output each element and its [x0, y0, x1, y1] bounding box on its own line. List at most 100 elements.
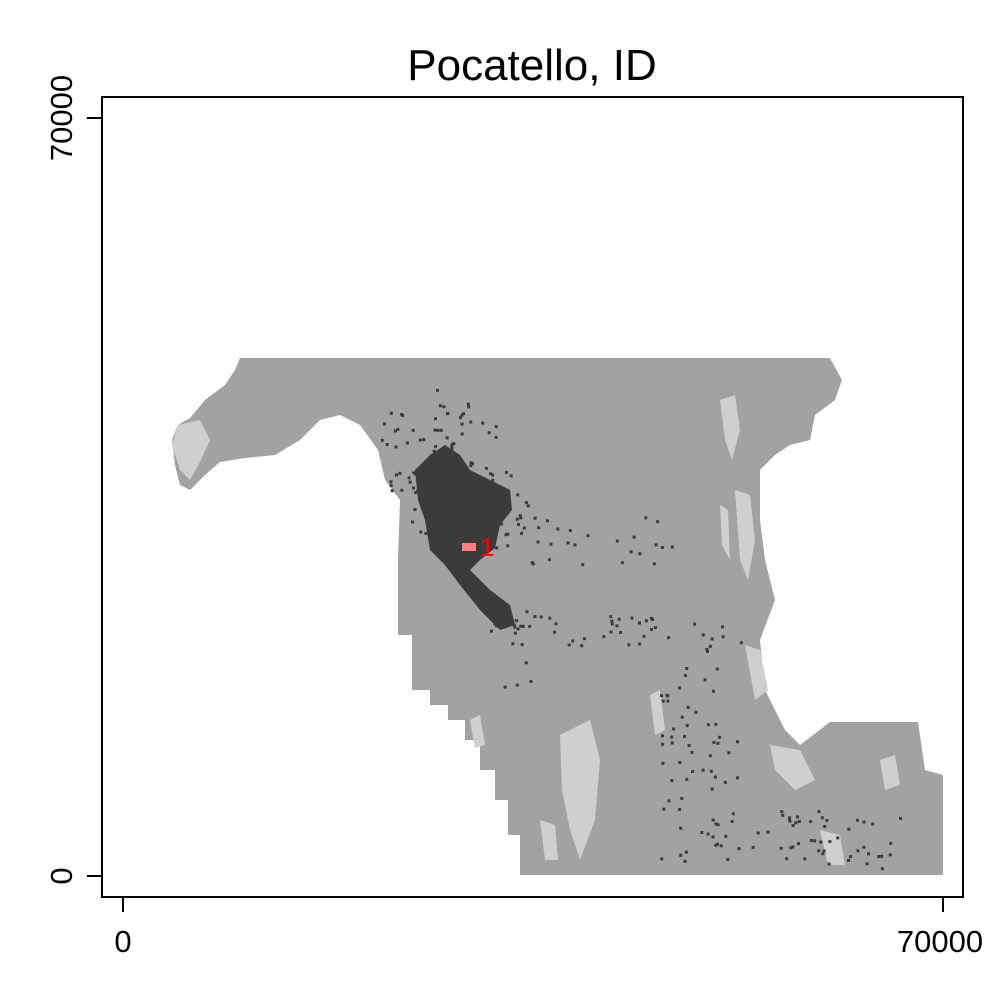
development-dot — [568, 529, 572, 532]
development-dot — [567, 643, 571, 647]
development-dot — [490, 629, 493, 633]
development-dot — [418, 438, 422, 442]
highlighted-unit — [462, 543, 476, 551]
development-dot — [434, 502, 437, 506]
development-dot — [865, 862, 869, 866]
development-dot — [654, 543, 658, 547]
development-dot — [400, 413, 404, 416]
development-dot — [714, 822, 718, 826]
development-dot — [670, 741, 674, 745]
development-dot — [714, 843, 718, 847]
development-dot — [393, 429, 397, 433]
development-dot — [609, 615, 613, 619]
development-dot — [491, 473, 495, 477]
development-dot — [615, 539, 619, 543]
development-dot — [819, 840, 823, 844]
development-dot — [400, 488, 404, 492]
development-dot — [382, 422, 386, 426]
development-dot — [785, 857, 789, 861]
development-dot — [413, 508, 417, 511]
development-dot — [519, 624, 523, 628]
development-dot — [721, 625, 724, 629]
x-tick-label-1: 70000 — [897, 924, 983, 959]
development-dot — [678, 686, 682, 690]
development-dot — [442, 405, 446, 409]
development-dot — [714, 722, 718, 726]
development-dot — [500, 522, 504, 526]
development-dot — [469, 461, 473, 465]
development-dot — [389, 411, 393, 415]
development-dot — [836, 836, 840, 840]
development-dot — [791, 824, 795, 827]
development-dot — [513, 631, 517, 635]
development-dot — [665, 693, 669, 697]
development-dot — [862, 820, 866, 824]
development-dot — [554, 622, 558, 626]
development-dot — [433, 428, 437, 432]
development-dot — [424, 531, 428, 535]
development-dot — [705, 648, 709, 651]
development-dot — [661, 699, 665, 703]
development-dot — [446, 532, 450, 536]
development-dot — [533, 516, 537, 520]
development-dot — [731, 812, 735, 816]
development-dot — [436, 428, 440, 432]
development-dot — [899, 816, 902, 820]
development-dot — [466, 539, 469, 543]
development-dot — [638, 552, 642, 556]
development-dot — [667, 799, 671, 803]
development-dot — [385, 443, 389, 446]
development-dot — [520, 531, 524, 535]
highlighted-unit-label: 1 — [480, 532, 494, 562]
development-dot — [430, 454, 434, 457]
development-dot — [701, 633, 705, 637]
development-dot — [528, 624, 532, 628]
development-dot — [610, 619, 614, 623]
development-dot — [492, 487, 496, 491]
development-dot — [411, 520, 414, 524]
development-dot — [524, 661, 528, 665]
development-dot — [735, 776, 739, 780]
development-dot — [737, 847, 741, 851]
development-dot — [650, 616, 653, 620]
development-dot — [700, 831, 704, 834]
development-dot — [715, 667, 719, 671]
development-dot — [797, 820, 801, 823]
development-dot — [867, 852, 870, 856]
development-dot — [656, 520, 660, 524]
development-dot — [877, 855, 881, 858]
development-dot — [661, 742, 665, 746]
development-dot — [823, 825, 827, 828]
development-dot — [450, 445, 454, 449]
development-dot — [503, 621, 506, 625]
development-dot — [630, 616, 634, 620]
development-dot — [461, 461, 465, 465]
development-dot — [447, 449, 451, 452]
development-dot — [389, 480, 393, 484]
development-dot — [506, 532, 510, 536]
development-dot — [515, 517, 519, 521]
development-dot — [684, 850, 688, 854]
development-dot — [437, 483, 441, 487]
development-dot — [515, 683, 519, 687]
development-dot — [507, 619, 511, 623]
development-dot — [690, 750, 694, 754]
development-dot — [548, 616, 552, 620]
development-dot — [465, 537, 468, 541]
development-dot — [789, 846, 793, 850]
development-dot — [450, 534, 454, 538]
development-dot — [721, 635, 725, 639]
development-dot — [685, 667, 689, 670]
development-dot — [686, 705, 690, 709]
development-dot — [489, 499, 493, 503]
development-dot — [452, 442, 456, 446]
development-dot — [467, 493, 471, 497]
development-dot — [730, 819, 734, 823]
development-dot — [827, 862, 831, 866]
development-dot — [787, 816, 791, 820]
development-dot — [518, 514, 522, 518]
development-dot — [530, 561, 534, 565]
development-dot — [871, 822, 875, 826]
development-dot — [849, 855, 853, 859]
development-dot — [511, 642, 515, 646]
